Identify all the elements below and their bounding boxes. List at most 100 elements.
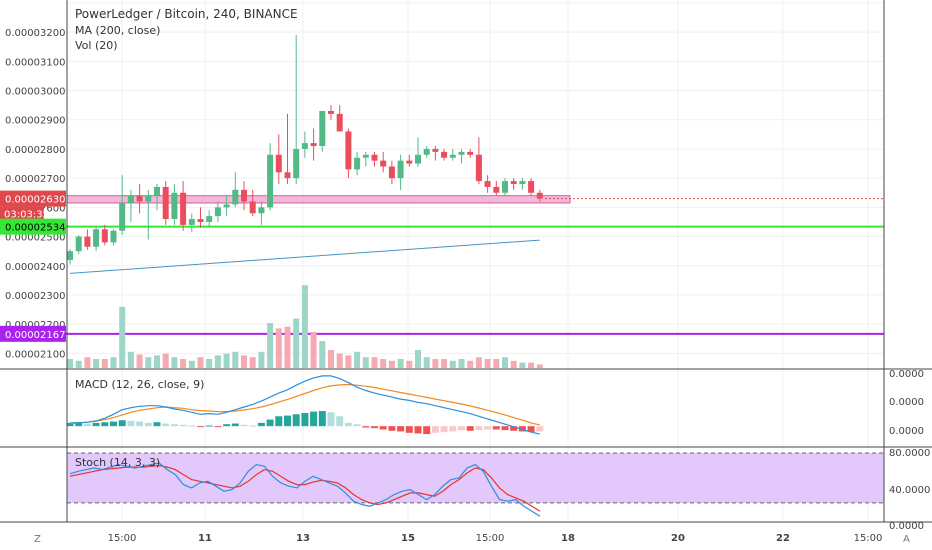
macd-histogram-bar <box>475 426 483 431</box>
candle <box>206 216 213 222</box>
volume-bar <box>284 326 291 368</box>
x-tick-label: 13 <box>296 533 310 544</box>
candle <box>293 148 300 179</box>
volume-bar <box>241 355 247 368</box>
macd-histogram-bar <box>92 422 100 427</box>
macd-histogram-bar <box>397 426 405 432</box>
macd-histogram-bar <box>75 422 83 427</box>
macd-tick-label: 0.0000 <box>889 397 924 408</box>
macd-signal-line <box>69 383 540 426</box>
volume-bar <box>197 357 204 368</box>
macd-histogram-bar <box>301 412 309 427</box>
stoch-band-background <box>67 452 884 504</box>
volume-bar <box>84 357 91 368</box>
x-tick-label: 22 <box>776 533 790 544</box>
candles[interactable] <box>67 35 543 265</box>
macd-histogram-bar <box>257 422 265 427</box>
macd-histogram-bar <box>423 426 431 435</box>
volume-bar <box>397 359 404 368</box>
candle <box>354 157 361 170</box>
macd-histogram-bar <box>170 424 178 427</box>
volume-bar <box>502 357 508 368</box>
volume-bar <box>67 359 73 368</box>
macd-histogram-bar <box>284 415 291 427</box>
volume-bar <box>110 357 117 368</box>
candle <box>310 143 317 147</box>
volume-bar <box>232 351 239 368</box>
macd-histogram-bar <box>501 426 509 431</box>
candle <box>449 154 456 158</box>
zoom-corner-button[interactable]: Z <box>34 534 41 545</box>
macd-histogram-bar <box>536 426 544 432</box>
volume-bar <box>467 360 474 368</box>
volume-bar <box>206 359 213 368</box>
macd-histogram-bar <box>205 425 213 427</box>
macd-histogram-bar <box>153 422 161 427</box>
macd-histogram-bar <box>162 423 170 427</box>
macd-histogram-bar <box>223 424 231 427</box>
x-tick-label: 15:00 <box>476 533 505 544</box>
auto-scale-button[interactable]: A <box>903 534 910 545</box>
candle <box>484 181 491 187</box>
candle <box>519 181 526 184</box>
ma-200-line <box>69 239 540 274</box>
candle <box>136 195 143 202</box>
candle <box>154 186 160 196</box>
volume-bar <box>406 360 413 368</box>
price-panel[interactable]: PowerLedger / Bitcoin, 240, BINANCE MA (… <box>0 7 884 368</box>
grid-lines <box>67 0 884 522</box>
volume-bar <box>328 350 334 368</box>
stoch-panel[interactable]: Stoch (14, 3, 3) <box>67 452 884 517</box>
volume-bar <box>475 357 482 368</box>
volume-bar <box>136 354 143 368</box>
price-tick-label: 0.00003100 <box>5 57 65 68</box>
candle <box>528 181 535 193</box>
volume-bar <box>354 351 361 368</box>
stoch-tick-label: 0.0000 <box>889 521 924 532</box>
candle <box>223 204 230 208</box>
x-tick-label: 20 <box>671 533 685 544</box>
macd-histogram-bar <box>440 426 448 433</box>
price-tick-label: 0.00002900 <box>5 116 65 127</box>
macd-histogram-bar <box>527 426 535 433</box>
volume-bar <box>188 360 195 368</box>
volume-bar <box>214 355 221 368</box>
x-tick-label: 15:00 <box>854 533 883 544</box>
candle <box>328 110 334 114</box>
macd-histogram-bar <box>492 426 500 430</box>
candle <box>458 151 465 155</box>
price-tick-label: 0.00002100 <box>5 349 65 360</box>
x-tick-label: 15:00 <box>108 533 137 544</box>
macd-histogram-bar <box>101 422 109 427</box>
candle <box>415 154 421 164</box>
volume-bars <box>67 285 543 368</box>
macd-histogram-bar <box>197 426 204 428</box>
volume-bar <box>275 328 282 368</box>
stoch-tick-label: 80.0000 <box>889 448 930 459</box>
volume-bar <box>75 360 82 368</box>
volume-bar <box>127 351 134 368</box>
candle <box>197 219 204 222</box>
macd-histogram-bar <box>458 426 465 431</box>
candle <box>145 195 152 202</box>
volume-bar <box>528 362 535 368</box>
macd-histogram-bar <box>353 424 361 427</box>
macd-histogram-bar <box>379 426 387 430</box>
macd-histogram-bar <box>275 416 283 427</box>
macd-histogram-bar <box>231 423 239 427</box>
volume-bar <box>371 357 378 368</box>
volume-bar <box>441 359 448 368</box>
candle <box>188 219 195 225</box>
volume-bar <box>301 285 308 368</box>
stoch-d-line <box>69 464 541 512</box>
volume-bar <box>458 359 465 368</box>
x-axis: 15:00 11 13 15 15:00 18 20 22 15:00 <box>108 533 883 544</box>
candle <box>127 195 134 203</box>
stoch-tick-label: 40.0000 <box>889 485 930 496</box>
volume-bar <box>310 332 317 368</box>
macd-panel[interactable]: MACD (12, 26, close, 9) <box>66 375 544 435</box>
level-label-0: 0.00002534 <box>5 223 65 234</box>
macd-histogram-bar <box>240 424 248 427</box>
volume-bar <box>493 359 500 368</box>
